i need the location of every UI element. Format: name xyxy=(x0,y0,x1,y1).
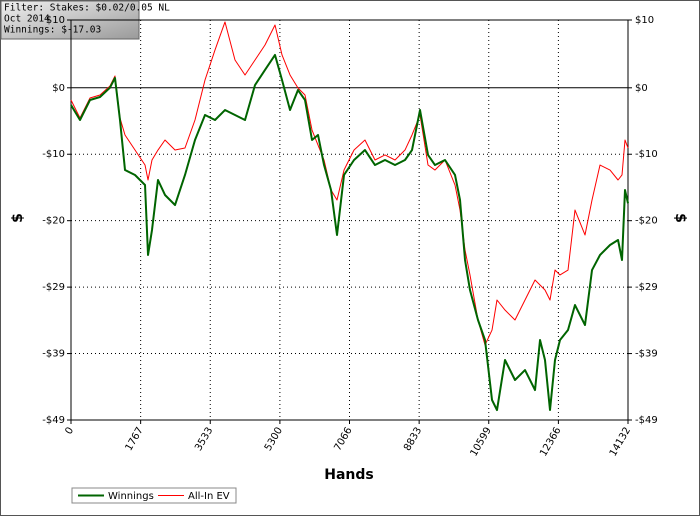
y-tick-label: -$39 xyxy=(42,349,65,360)
legend-label: All-In EV xyxy=(188,491,230,502)
x-tick-label: 0 xyxy=(63,426,76,437)
y2-axis-title: $ xyxy=(672,213,688,223)
legend-label: Winnings xyxy=(108,491,154,502)
y2-tick-label: -$49 xyxy=(635,415,658,426)
winnings-text: Winnings: $-17.03 xyxy=(4,25,101,36)
x-axis-title: Hands xyxy=(324,467,374,483)
series-line xyxy=(70,53,629,412)
y-tick-label: $10 xyxy=(46,15,65,26)
y2-tick-label: -$39 xyxy=(635,349,658,360)
y-tick-label: -$49 xyxy=(42,415,65,426)
series-line xyxy=(70,21,629,346)
y-tick-label: -$20 xyxy=(42,216,65,227)
y2-tick-label: -$10 xyxy=(635,149,658,160)
y-tick-label: -$10 xyxy=(42,149,65,160)
date-text: Oct 2014 xyxy=(4,14,50,25)
y-axis-title: $ xyxy=(10,213,26,223)
y-tick-label: $0 xyxy=(52,83,65,94)
y2-tick-label: $0 xyxy=(635,83,648,94)
legend xyxy=(71,487,237,504)
y2-tick-label: $10 xyxy=(635,15,654,26)
filter-text: Filter: Stakes: $0.02/0.05 NL xyxy=(4,3,170,14)
y2-tick-label: -$29 xyxy=(635,282,658,293)
y2-tick-label: -$20 xyxy=(635,216,658,227)
y-tick-label: -$29 xyxy=(42,282,65,293)
